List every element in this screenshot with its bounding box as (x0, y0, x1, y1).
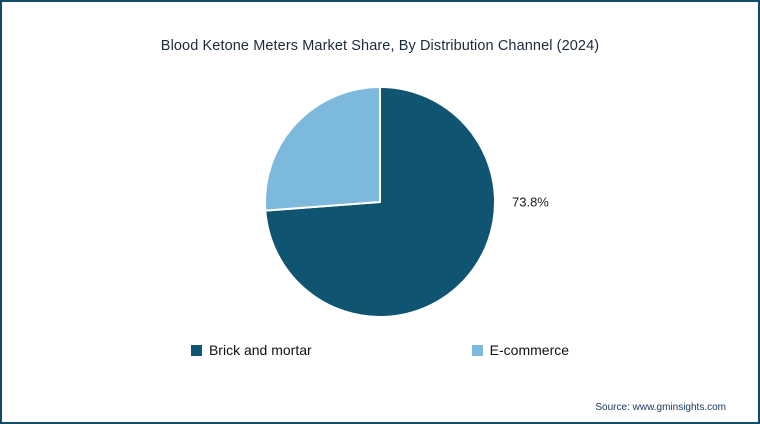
legend-swatch-e-commerce-icon (471, 344, 483, 356)
pie-slice-e-commerce (264, 86, 381, 212)
pie-chart (264, 86, 496, 318)
legend-swatch-brick-and-mortar-icon (190, 344, 202, 356)
legend-item-e-commerce: E-commerce (471, 342, 570, 358)
pie-chart-area: 73.8% (262, 84, 549, 320)
legend-label-e-commerce: E-commerce (489, 342, 570, 358)
legend: Brick and mortar E-commerce (190, 342, 570, 358)
legend-label-brick-and-mortar: Brick and mortar (208, 342, 312, 358)
legend-item-brick-and-mortar: Brick and mortar (190, 342, 312, 358)
chart-title: Blood Ketone Meters Market Share, By Dis… (160, 38, 600, 54)
data-label-brick-and-mortar: 73.8% (512, 194, 549, 210)
source-attribution: Source: www.gminsights.com (595, 402, 726, 413)
